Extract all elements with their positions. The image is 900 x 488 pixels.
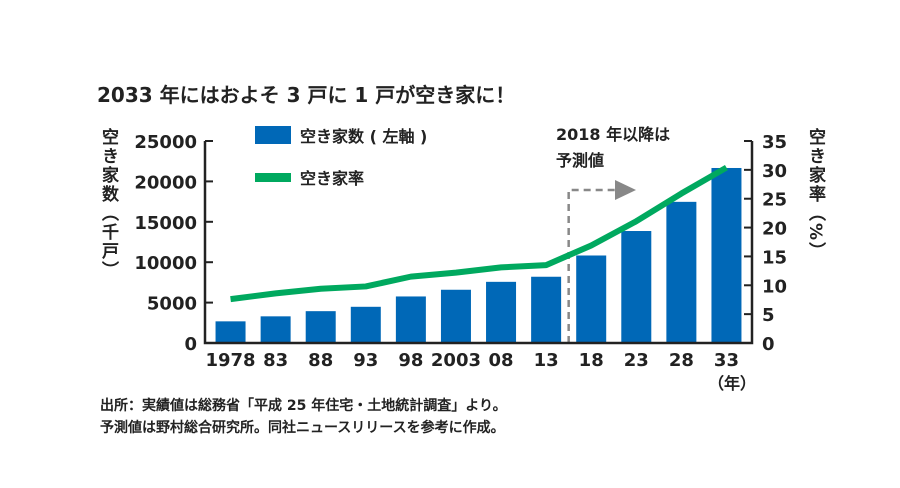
left-tick-label: 0 (184, 334, 197, 355)
annotation-line2: 予測値 (556, 151, 604, 170)
right-tick-label: 35 (762, 132, 787, 153)
left-tick-label: 25000 (134, 132, 197, 153)
chart-title: 2033 年にはおよそ 3 戸に 1 戸が空き家に！ (97, 83, 515, 107)
source-line1: 出所：実績値は総務省「平成 25 年住宅・土地統計調査」より。 (100, 397, 507, 414)
bar-33 (711, 167, 742, 343)
right-tick-label: 10 (762, 276, 787, 297)
bar-98 (395, 296, 426, 343)
right-tick-label: 0 (762, 334, 775, 355)
x-tick-label: 98 (398, 350, 423, 371)
arrow-right-icon (615, 180, 636, 200)
legend-line-label: 空き家率 (300, 169, 364, 188)
left-tick-label: 15000 (134, 213, 197, 234)
plot-area: 0 5000 10000 15000 20000 25000 0 5 10 15 20 25 30 35 1… (134, 132, 787, 371)
x-tick-label: 93 (353, 350, 378, 371)
x-tick-label: 83 (263, 350, 288, 371)
x-tick-label: 28 (669, 350, 694, 371)
legend-bar-swatch (255, 126, 291, 144)
left-tick-label: 5000 (147, 294, 197, 315)
x-unit-label: （年） (708, 374, 756, 393)
right-tick-label: 5 (762, 305, 775, 326)
x-tick-label: 18 (579, 350, 604, 371)
source-line2: 予測値は野村総合研究所。同社ニュースリリースを参考に作成。 (100, 419, 505, 436)
annotation-line1: 2018 年以降は (556, 125, 670, 144)
bar-93 (350, 306, 381, 343)
x-tick-label: 08 (489, 350, 514, 371)
right-tick-label: 25 (762, 190, 787, 211)
bar-2003 (440, 289, 471, 343)
right-tick-label: 20 (762, 219, 787, 240)
right-tick-label: 30 (762, 161, 787, 182)
right-tick-label: 15 (762, 247, 787, 268)
bar-28 (666, 201, 697, 343)
legend: 空き家数 ( 左軸 ) 空き家率 (255, 126, 427, 188)
x-tick-label: 88 (308, 350, 333, 371)
bar-88 (305, 311, 336, 343)
bar-1978 (215, 321, 246, 343)
legend-bar-label: 空き家数 ( 左軸 ) (300, 127, 427, 146)
bar-18 (576, 255, 607, 343)
forecast-divider (567, 188, 618, 343)
x-tick-label: 33 (714, 350, 739, 371)
left-tick-label: 20000 (134, 172, 197, 193)
rate-line (230, 164, 728, 303)
x-tick-label: 13 (534, 350, 559, 371)
x-tick-label: 2003 (431, 350, 481, 371)
bar-83 (260, 316, 291, 343)
x-tick-label: 1978 (205, 350, 255, 371)
left-tick-label: 10000 (134, 253, 197, 274)
bar-08 (486, 281, 517, 343)
left-axis-label: 空き家数（千戸） (98, 128, 118, 280)
bar-23 (621, 231, 652, 343)
x-tick-label: 23 (624, 350, 649, 371)
right-axis-label: 空き家率（%） (805, 128, 825, 262)
axes (203, 141, 754, 345)
legend-line-swatch (255, 173, 291, 182)
bar-13 (531, 276, 562, 343)
